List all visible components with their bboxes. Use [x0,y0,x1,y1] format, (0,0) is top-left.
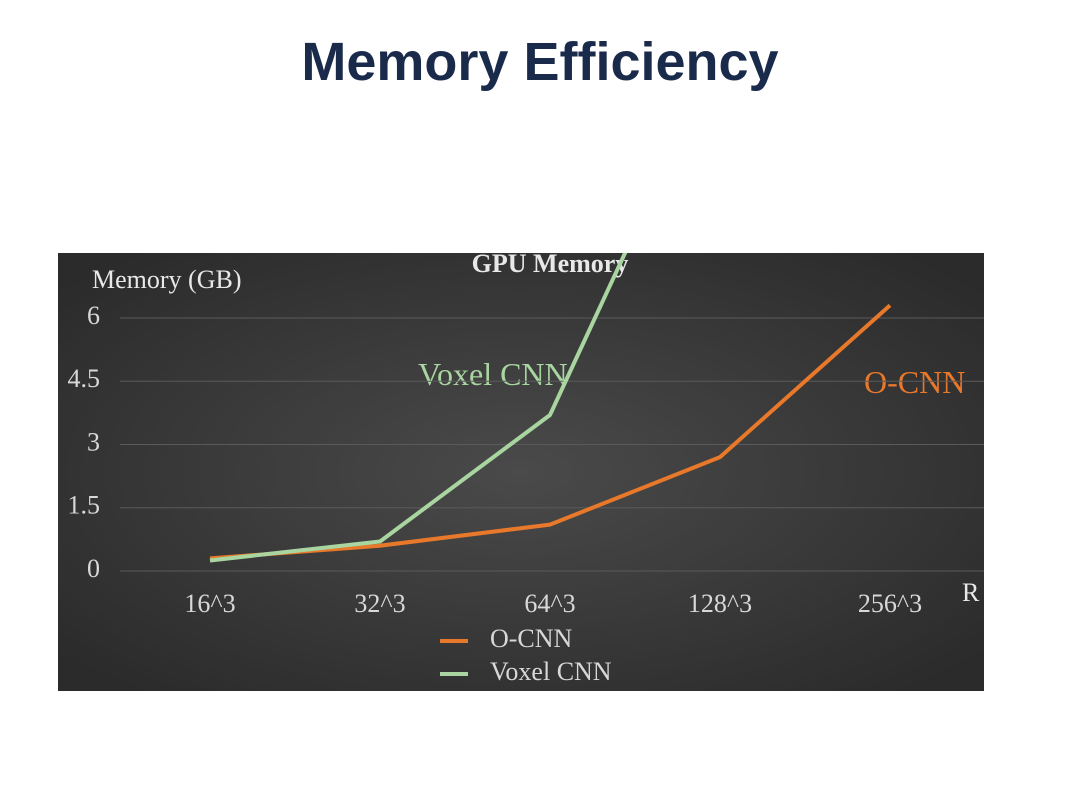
plot-area [120,253,984,572]
y-tick-label: 3 [87,427,100,456]
chart-background [58,253,984,691]
annotation: O-CNN [864,364,965,400]
line [209,303,892,561]
y-tick-label: 4.5 [68,364,101,393]
chart-title: GPU Memory [472,249,629,278]
y-axis-label: Memory (GB) [92,265,241,294]
x-tick-label: 256^3 [858,589,922,618]
legend-label: Voxel CNN [490,657,612,686]
x-tick-label: 64^3 [524,589,575,618]
x-tick-label: 32^3 [354,589,405,618]
y-tick-label: 1.5 [68,491,101,520]
slide-title: Memory Efficiency [301,32,778,92]
x-tick-label: 16^3 [184,589,235,618]
legend-label: O-CNN [490,624,573,653]
x-axis-label: R [962,578,980,607]
line [209,253,628,563]
x-tick-label: 128^3 [688,589,752,618]
y-tick-label: 0 [87,554,100,583]
annotation: Voxel CNN [418,356,568,392]
y-tick-label: 6 [87,301,100,330]
